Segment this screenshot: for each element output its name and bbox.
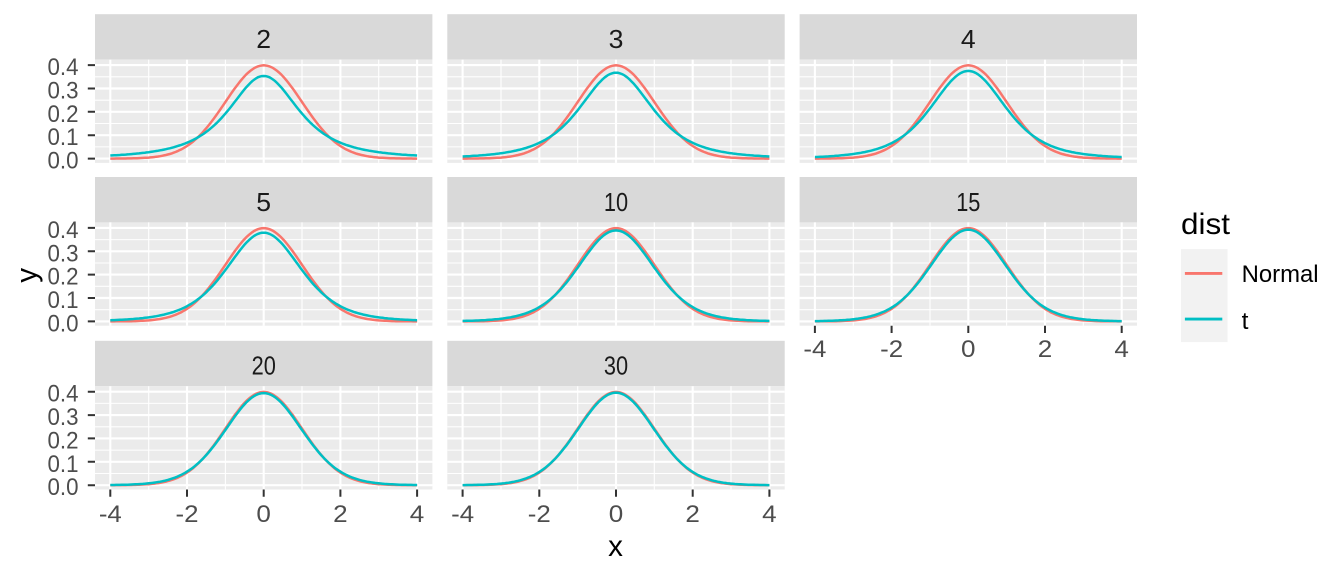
svg-text:2: 2 bbox=[256, 24, 271, 54]
svg-text:0.2: 0.2 bbox=[48, 101, 79, 128]
svg-text:0.3: 0.3 bbox=[48, 240, 79, 267]
svg-text:y: y bbox=[11, 268, 44, 283]
svg-text:4: 4 bbox=[961, 24, 976, 54]
svg-text:4: 4 bbox=[410, 501, 425, 528]
svg-text:0.1: 0.1 bbox=[48, 124, 79, 151]
svg-text:Normal: Normal bbox=[1242, 261, 1319, 288]
svg-text:2: 2 bbox=[685, 501, 700, 528]
svg-text:0: 0 bbox=[609, 501, 624, 528]
svg-text:4: 4 bbox=[762, 501, 777, 528]
svg-text:-2: -2 bbox=[528, 501, 551, 528]
svg-text:30: 30 bbox=[604, 351, 628, 381]
svg-text:0: 0 bbox=[961, 336, 976, 363]
svg-text:0.1: 0.1 bbox=[48, 287, 79, 314]
svg-text:3: 3 bbox=[609, 24, 624, 54]
svg-text:-4: -4 bbox=[451, 501, 474, 528]
svg-text:dist: dist bbox=[1181, 208, 1230, 241]
svg-text:4: 4 bbox=[1114, 336, 1129, 363]
svg-text:-2: -2 bbox=[176, 501, 199, 528]
svg-text:0.4: 0.4 bbox=[48, 381, 79, 408]
svg-text:-4: -4 bbox=[99, 501, 122, 528]
svg-text:0.0: 0.0 bbox=[48, 474, 79, 501]
svg-text:0.3: 0.3 bbox=[48, 77, 79, 104]
svg-text:0.4: 0.4 bbox=[48, 54, 79, 81]
svg-text:x: x bbox=[608, 530, 623, 563]
svg-text:0.2: 0.2 bbox=[48, 264, 79, 291]
svg-text:-4: -4 bbox=[803, 336, 826, 363]
svg-text:0.0: 0.0 bbox=[48, 148, 79, 175]
svg-text:0.4: 0.4 bbox=[48, 217, 79, 244]
svg-text:10: 10 bbox=[604, 187, 628, 217]
svg-text:15: 15 bbox=[956, 187, 980, 217]
svg-text:5: 5 bbox=[256, 187, 271, 217]
svg-text:20: 20 bbox=[252, 351, 276, 381]
svg-text:0.0: 0.0 bbox=[48, 310, 79, 337]
svg-text:0: 0 bbox=[256, 501, 271, 528]
svg-text:2: 2 bbox=[1038, 336, 1053, 363]
svg-text:t: t bbox=[1242, 308, 1249, 335]
svg-text:0.3: 0.3 bbox=[48, 404, 79, 431]
svg-text:0.1: 0.1 bbox=[48, 451, 79, 478]
svg-text:2: 2 bbox=[333, 501, 348, 528]
svg-text:0.2: 0.2 bbox=[48, 427, 79, 454]
svg-text:-2: -2 bbox=[880, 336, 903, 363]
